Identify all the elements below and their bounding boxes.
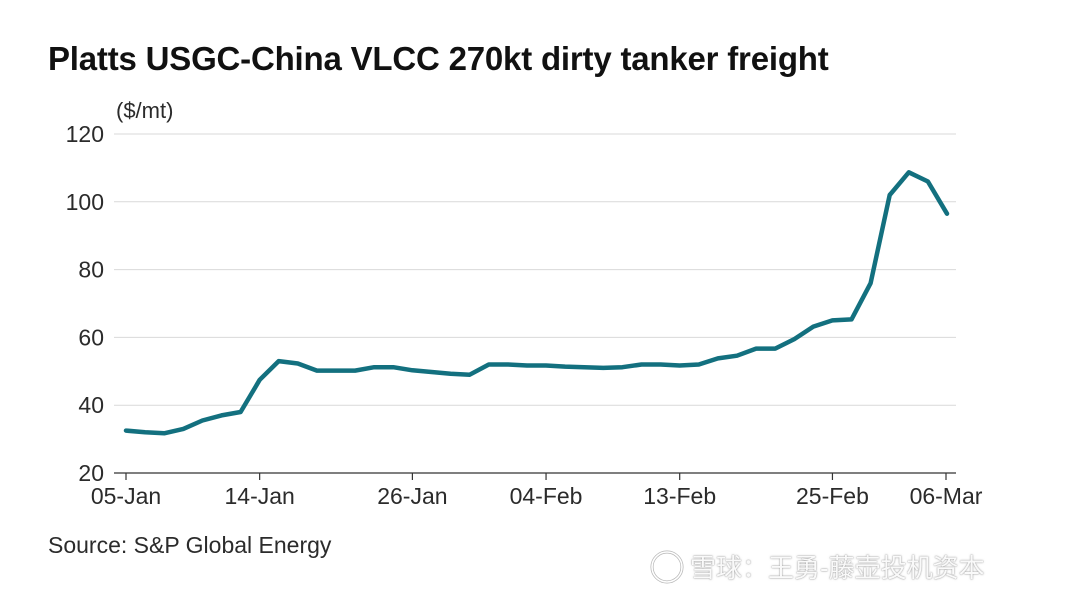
- data-point: [238, 410, 242, 414]
- data-point: [888, 193, 892, 197]
- y-tick-label: 40: [78, 392, 104, 418]
- data-point: [448, 372, 452, 376]
- data-point: [639, 362, 643, 366]
- data-point: [544, 363, 548, 367]
- x-tick-label: 14-Jan: [224, 483, 294, 509]
- y-tick-label: 60: [78, 324, 104, 350]
- data-point: [468, 373, 472, 377]
- data-point: [658, 362, 662, 366]
- data-point: [391, 365, 395, 369]
- freight-series-line: [123, 170, 950, 436]
- data-point: [296, 361, 300, 365]
- data-point: [315, 368, 319, 372]
- data-point: [162, 431, 166, 435]
- y-axis-unit-label: ($/mt): [116, 98, 174, 123]
- data-point: [620, 365, 624, 369]
- data-point: [830, 318, 834, 322]
- x-tick-label: 05-Jan: [91, 483, 161, 509]
- chart-title: Platts USGC-China VLCC 270kt dirty tanke…: [48, 40, 829, 77]
- data-point: [678, 363, 682, 367]
- data-point: [506, 362, 510, 366]
- data-point: [219, 413, 223, 417]
- x-tick-label: 13-Feb: [643, 483, 716, 509]
- data-point: [811, 324, 815, 328]
- watermark-text: 雪球：王勇-藤壶投机资本: [690, 553, 985, 583]
- x-tick-label: 25-Feb: [796, 483, 869, 509]
- data-point: [849, 317, 853, 321]
- data-point: [372, 365, 376, 369]
- data-point: [334, 368, 338, 372]
- data-point: [200, 418, 204, 422]
- data-point: [487, 362, 491, 366]
- source-note: Source: S&P Global Energy: [48, 532, 332, 558]
- data-point: [353, 368, 357, 372]
- watermark: 雪球：王勇-藤壶投机资本: [650, 548, 985, 585]
- data-point: [792, 337, 796, 341]
- data-point: [926, 179, 930, 183]
- data-point: [143, 430, 147, 434]
- data-point: [773, 346, 777, 350]
- data-point: [754, 346, 758, 350]
- y-tick-label: 20: [78, 460, 104, 486]
- y-tick-label: 80: [78, 257, 104, 283]
- y-tick-label: 120: [66, 121, 104, 147]
- data-point: [124, 428, 128, 432]
- data-point: [563, 364, 567, 368]
- data-point: [945, 212, 949, 216]
- y-tick-label: 100: [66, 189, 104, 215]
- data-point: [277, 359, 281, 363]
- x-tick-label: 26-Jan: [377, 483, 447, 509]
- data-point: [582, 365, 586, 369]
- data-point: [181, 427, 185, 431]
- data-point: [410, 368, 414, 372]
- data-point: [907, 170, 911, 174]
- data-point: [429, 370, 433, 374]
- x-tick-label: 04-Feb: [510, 483, 583, 509]
- snowball-logo-icon: [650, 550, 684, 583]
- data-point: [258, 378, 262, 382]
- x-tick-label: 06-Mar: [910, 483, 983, 509]
- data-point: [601, 366, 605, 370]
- data-point: [735, 354, 739, 358]
- data-point: [525, 363, 529, 367]
- data-point: [716, 356, 720, 360]
- data-point: [868, 281, 872, 285]
- data-point: [697, 362, 701, 366]
